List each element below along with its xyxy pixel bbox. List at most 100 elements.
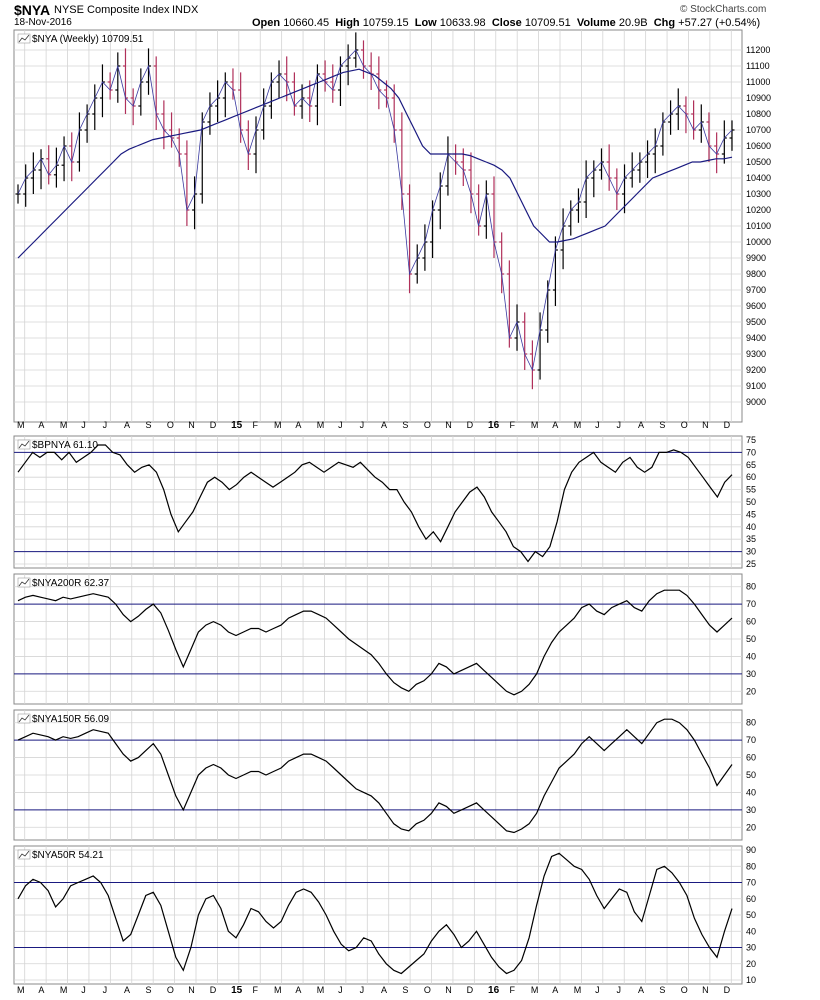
x-tick-label: J (360, 985, 365, 995)
volume-value: 20.9B (618, 17, 648, 29)
y-tick-label: 70 (746, 447, 756, 457)
x-tick-label: J (103, 420, 108, 430)
mini-chart-icon (18, 714, 30, 723)
y-tick-label: 10000 (746, 237, 771, 247)
x-tick-label: M (17, 985, 25, 995)
x-tick-label: J (360, 420, 365, 430)
panel-title: $NYA50R 54.21 (32, 850, 104, 861)
x-tick-label: D (467, 420, 474, 430)
y-tick-label: 30 (746, 943, 756, 953)
x-tick-label: M (60, 420, 68, 430)
close-line (17, 49, 733, 372)
x-tick-label: M (17, 420, 25, 430)
x-tick-label: A (38, 420, 44, 430)
x-tick-label: D (210, 985, 217, 995)
x-tick-label: D (210, 420, 217, 430)
x-tick-label: A (295, 420, 301, 430)
mini-chart-icon (18, 850, 30, 859)
y-tick-label: 40 (746, 522, 756, 532)
indicator-line (17, 444, 733, 563)
x-tick-label: F (509, 985, 515, 995)
x-tick-label: O (681, 420, 688, 430)
ohlc-summary: Open 10660.45 High 10759.15 Low 10633.98… (252, 17, 760, 29)
y-tick-label: 10700 (746, 125, 771, 135)
panel-title: $NYA150R 56.09 (32, 714, 110, 725)
date-label: 18-Nov-2016 (14, 17, 72, 28)
y-tick-label: 40 (746, 787, 756, 797)
y-tick-label: 60 (746, 753, 756, 763)
x-tick-label: M (531, 420, 539, 430)
y-tick-label: 50 (746, 770, 756, 780)
mini-chart-icon (18, 578, 30, 587)
x-tick-label: 15 (231, 420, 243, 431)
x-tick-label: N (188, 420, 195, 430)
y-tick-label: 11200 (746, 45, 770, 55)
x-tick-label: D (467, 985, 474, 995)
x-tick-label: J (617, 420, 622, 430)
x-tick-label: J (81, 420, 86, 430)
low-value: 10633.98 (439, 17, 486, 29)
x-tick-label: F (509, 420, 515, 430)
symbol-label: $NYA (14, 2, 51, 18)
x-tick-label: A (552, 420, 558, 430)
open-value: 10660.45 (283, 17, 330, 29)
x-tick-label: F (253, 985, 259, 995)
x-tick-label: D (724, 985, 731, 995)
y-tick-label: 30 (746, 547, 756, 557)
indicator-line (17, 718, 733, 834)
x-tick-label: O (167, 420, 174, 430)
y-tick-label: 9900 (746, 253, 766, 263)
x-tick-label: M (274, 985, 282, 995)
chg-value: +57.27 (+0.54%) (678, 17, 761, 29)
x-tick-label: A (552, 985, 558, 995)
open-label: Open (252, 17, 281, 29)
copyright-label: © StockCharts.com (680, 4, 767, 15)
low-label: Low (414, 17, 437, 29)
y-tick-label: 70 (746, 599, 756, 609)
y-tick-label: 70 (746, 735, 756, 745)
mini-chart-icon (18, 440, 30, 449)
x-tick-label: M (60, 985, 68, 995)
x-tick-label: A (381, 420, 387, 430)
x-tick-label: J (617, 985, 622, 995)
y-tick-label: 70 (746, 878, 756, 888)
x-tick-label: S (402, 420, 408, 430)
x-tick-label: O (167, 985, 174, 995)
x-tick-label: A (381, 985, 387, 995)
panel-title-bg (17, 577, 31, 588)
close-value: 10709.51 (524, 17, 571, 29)
y-tick-label: 50 (746, 910, 756, 920)
y-tick-label: 30 (746, 669, 756, 679)
x-tick-label: S (145, 985, 151, 995)
x-tick-label: M (317, 985, 325, 995)
x-tick-label: A (638, 985, 644, 995)
y-tick-label: 9800 (746, 269, 766, 279)
x-tick-label: J (595, 985, 600, 995)
panel-4 (13, 845, 743, 985)
y-tick-label: 10500 (746, 157, 771, 167)
high-value: 10759.15 (362, 17, 409, 29)
y-tick-label: 20 (746, 686, 756, 696)
y-tick-label: 9300 (746, 349, 766, 359)
y-tick-label: 10200 (746, 205, 771, 215)
x-tick-label: S (659, 420, 665, 430)
x-tick-label: S (145, 420, 151, 430)
y-tick-label: 10600 (746, 141, 771, 151)
x-tick-label: S (659, 985, 665, 995)
high-label: High (335, 17, 360, 29)
panel-2 (13, 573, 743, 705)
exchange-label: INDX (172, 4, 199, 16)
panel-1 (13, 435, 743, 569)
x-tick-label: A (124, 985, 130, 995)
mini-chart-icon (18, 34, 30, 43)
y-tick-label: 9700 (746, 285, 766, 295)
volume-label: Volume (576, 17, 616, 29)
y-tick-label: 55 (746, 485, 756, 495)
y-tick-label: 9400 (746, 333, 766, 343)
x-tick-label: J (81, 985, 86, 995)
panel-title: $NYA200R 62.37 (32, 578, 110, 589)
y-tick-label: 11000 (746, 77, 770, 87)
x-tick-label: 15 (231, 985, 243, 996)
panel-title: $BPNYA 61.10 (32, 440, 98, 451)
x-tick-label: J (338, 420, 343, 430)
